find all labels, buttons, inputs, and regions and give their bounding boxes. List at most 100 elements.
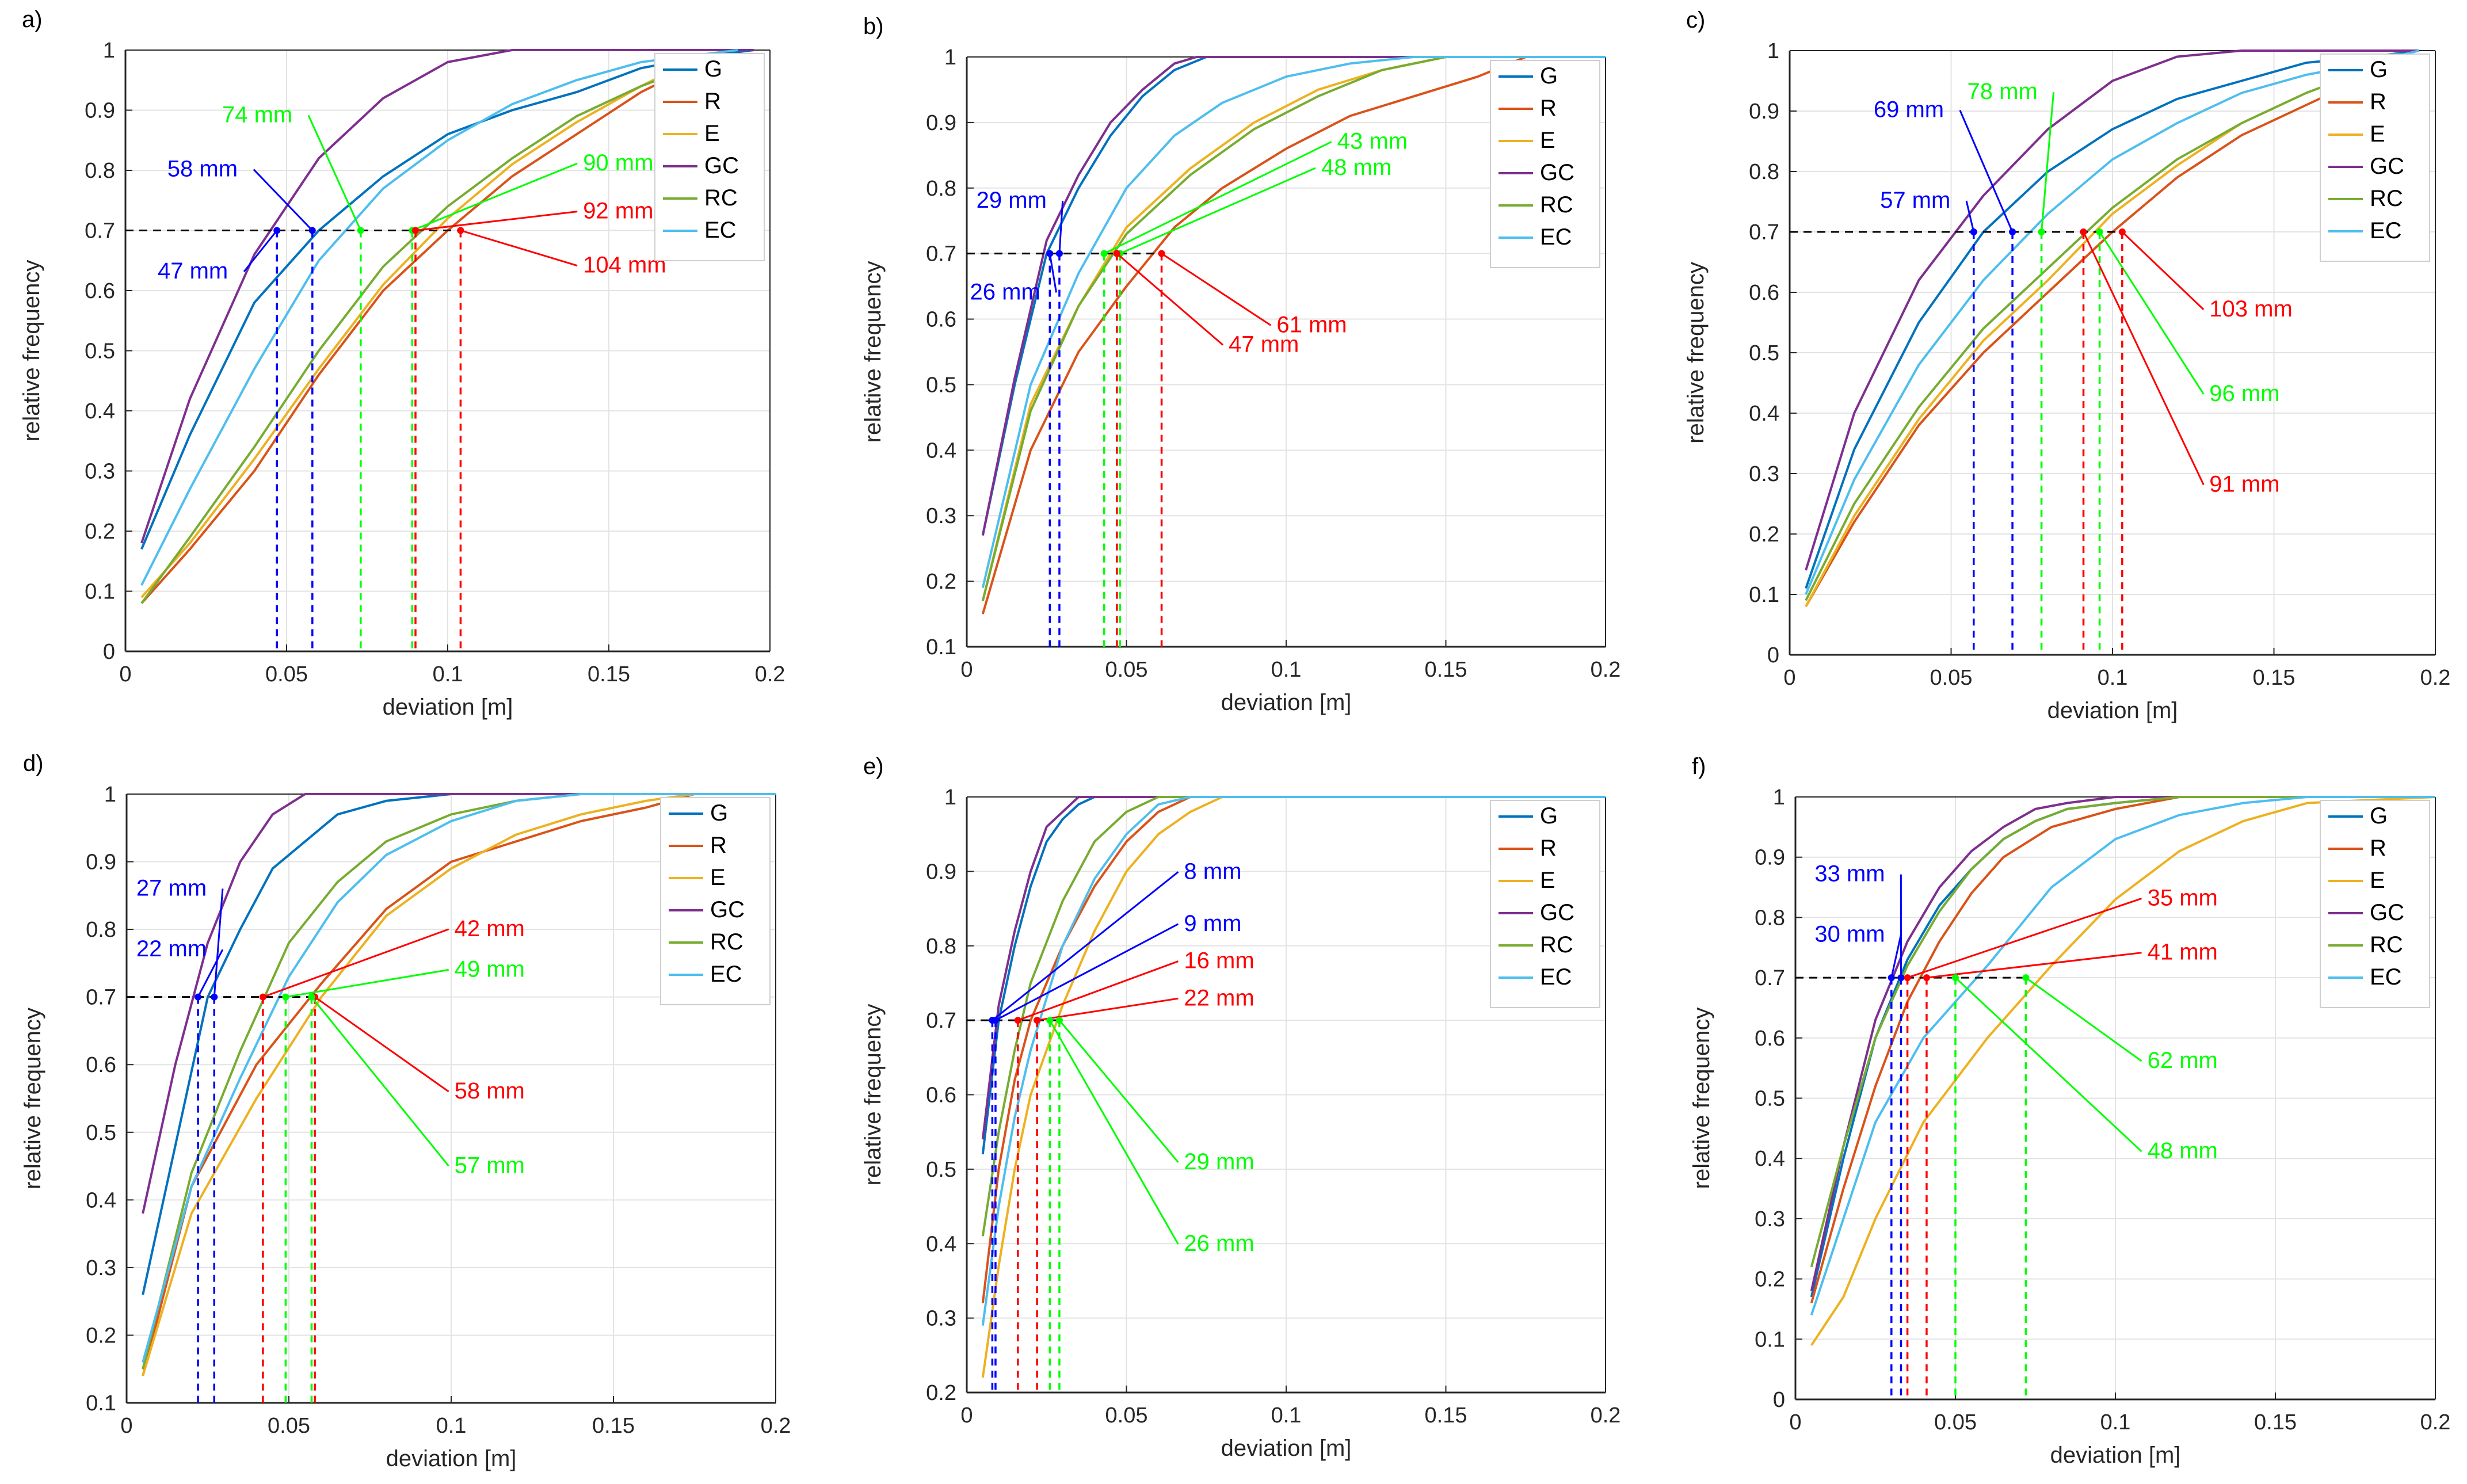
y-tick-label: 0.2 [1749,522,1779,547]
annotation-label: 8 mm [1184,859,1241,884]
annotation-arrowhead [2080,228,2087,235]
legend-entry: R [2370,89,2386,115]
annotation-leader [1959,109,2014,232]
annotation-label: 22 mm [1184,985,1254,1010]
annotation-leader [1058,200,1064,254]
y-tick-label: 1 [103,39,115,63]
x-tick-label: 0.15 [2253,666,2296,690]
y-tick-label: 0.4 [85,399,115,424]
x-axis-label: deviation [m] [2047,698,2178,723]
annotation-label: 49 mm [455,956,525,982]
y-axis-label: relative frequency [860,1004,886,1186]
x-tick-label: 0.1 [2100,1410,2131,1435]
legend-entry: E [710,865,726,890]
annotation-leader [995,923,1179,1021]
x-tick-label: 0.1 [436,1414,467,1438]
annotation-arrowhead [1897,974,1905,982]
annotation-leader [1048,1020,1179,1245]
series-line-RC [981,56,1606,601]
series-line-EC [981,56,1606,588]
panel-label: a) [22,7,43,32]
y-tick-label: 0.2 [86,1323,116,1348]
y-tick-label: 0.8 [926,934,956,959]
annotation-arrowhead [259,993,266,1001]
annotation-label: 9 mm [1184,911,1241,936]
annotation-arrowhead [1970,228,1977,235]
annotation-label: 16 mm [1184,948,1254,974]
legend-entry: RC [710,929,743,955]
annotation-arrowhead [1888,974,1895,982]
annotation-leader [1926,952,2142,979]
annotation-leader [460,230,578,267]
annotation-arrowhead [992,1017,999,1024]
x-tick-label: 0.15 [1425,1403,1467,1428]
annotation-leader [311,996,449,1167]
annotation-arrowhead [1055,1017,1063,1024]
y-tick-label: 0.7 [1749,220,1779,245]
annotation-leader [285,968,449,998]
chart-panel-d: d) 0 0.05 0.1 0.15 0.2 0.1 0.2 0.3 0.4 0.5 0.6 0.7 0.… [20,751,791,1471]
y-tick-label: 0.3 [926,1307,956,1331]
annotation-label: 96 mm [2209,381,2279,406]
y-tick-label: 0.1 [1755,1327,1785,1352]
y-tick-label: 0.1 [1749,583,1779,607]
annotation-label: 69 mm [1874,97,1944,123]
y-tick-label: 0.2 [1755,1268,1785,1292]
series-line-GC [981,796,1606,1140]
legend-entry: EC [2370,964,2402,990]
annotation-arrowhead [1904,974,1911,982]
y-tick-label: 1 [1773,785,1785,810]
legend-entry: E [2370,121,2385,147]
legend-entry: G [704,56,722,82]
annotation-arrowhead [1952,974,1959,982]
x-tick-label: 0 [960,1403,973,1428]
annotation-arrowhead [1923,974,1930,982]
y-tick-label: 0 [1773,1388,1785,1412]
y-tick-label: 0.6 [86,1053,116,1077]
series-line-EC [981,796,1606,1326]
annotation-leader [243,230,278,273]
legend-entry: GC [704,153,739,178]
y-tick-label: 0.1 [86,1391,116,1416]
legend-entry: E [2370,868,2385,893]
annotation-leader [253,169,313,231]
annotation-leader [1036,997,1179,1021]
annotation-label: 27 mm [136,875,207,901]
annotation-arrowhead [195,993,202,1001]
y-tick-label: 0.7 [1755,966,1785,990]
annotation-label: 58 mm [167,156,238,181]
legend-box [2320,800,2430,1008]
legend-box [1490,60,1600,268]
annotation-label: 47 mm [1229,332,1299,357]
annotation-leader [314,996,449,1093]
x-axis-label: deviation [m] [2050,1443,2181,1468]
x-axis-label: deviation [m] [1221,1436,1352,1461]
annotation-arrowhead [412,227,419,234]
y-tick-label: 0.8 [85,159,115,183]
legend-entry: GC [710,897,745,922]
y-tick-label: 0 [1767,643,1779,667]
annotation-label: 48 mm [2148,1138,2218,1163]
y-tick-label: 0.9 [85,99,115,123]
annotation-leader [2041,91,2055,232]
annotation-leader [1048,253,1058,293]
series-line-RC [981,796,1606,1237]
y-tick-label: 1 [944,45,956,70]
series-line-GC [142,793,776,1214]
y-axis-label: relative frequency [860,261,886,443]
annotation-label: 22 mm [136,936,207,962]
x-tick-label: 0 [1783,666,1795,690]
series-line-E [140,61,690,598]
y-tick-label: 0.5 [85,339,115,364]
annotation-arrowhead [1046,250,1054,257]
legend-entry: R [2370,836,2386,861]
annotation-leader [2083,231,2205,486]
chart-panel-b: b) 0 0.05 0.1 0.15 0.2 0.1 0.2 0.3 0.4 0.5 0.6 0.7 0.… [860,14,1620,715]
annotation-label: 91 mm [2209,472,2279,497]
annotation-label: 57 mm [455,1153,525,1178]
x-tick-label: 0.2 [761,1414,791,1438]
x-tick-label: 0.05 [265,662,308,686]
y-tick-label: 0.4 [1749,402,1779,426]
annotation-label: 26 mm [970,279,1040,304]
annotation-arrowhead [2118,228,2126,235]
